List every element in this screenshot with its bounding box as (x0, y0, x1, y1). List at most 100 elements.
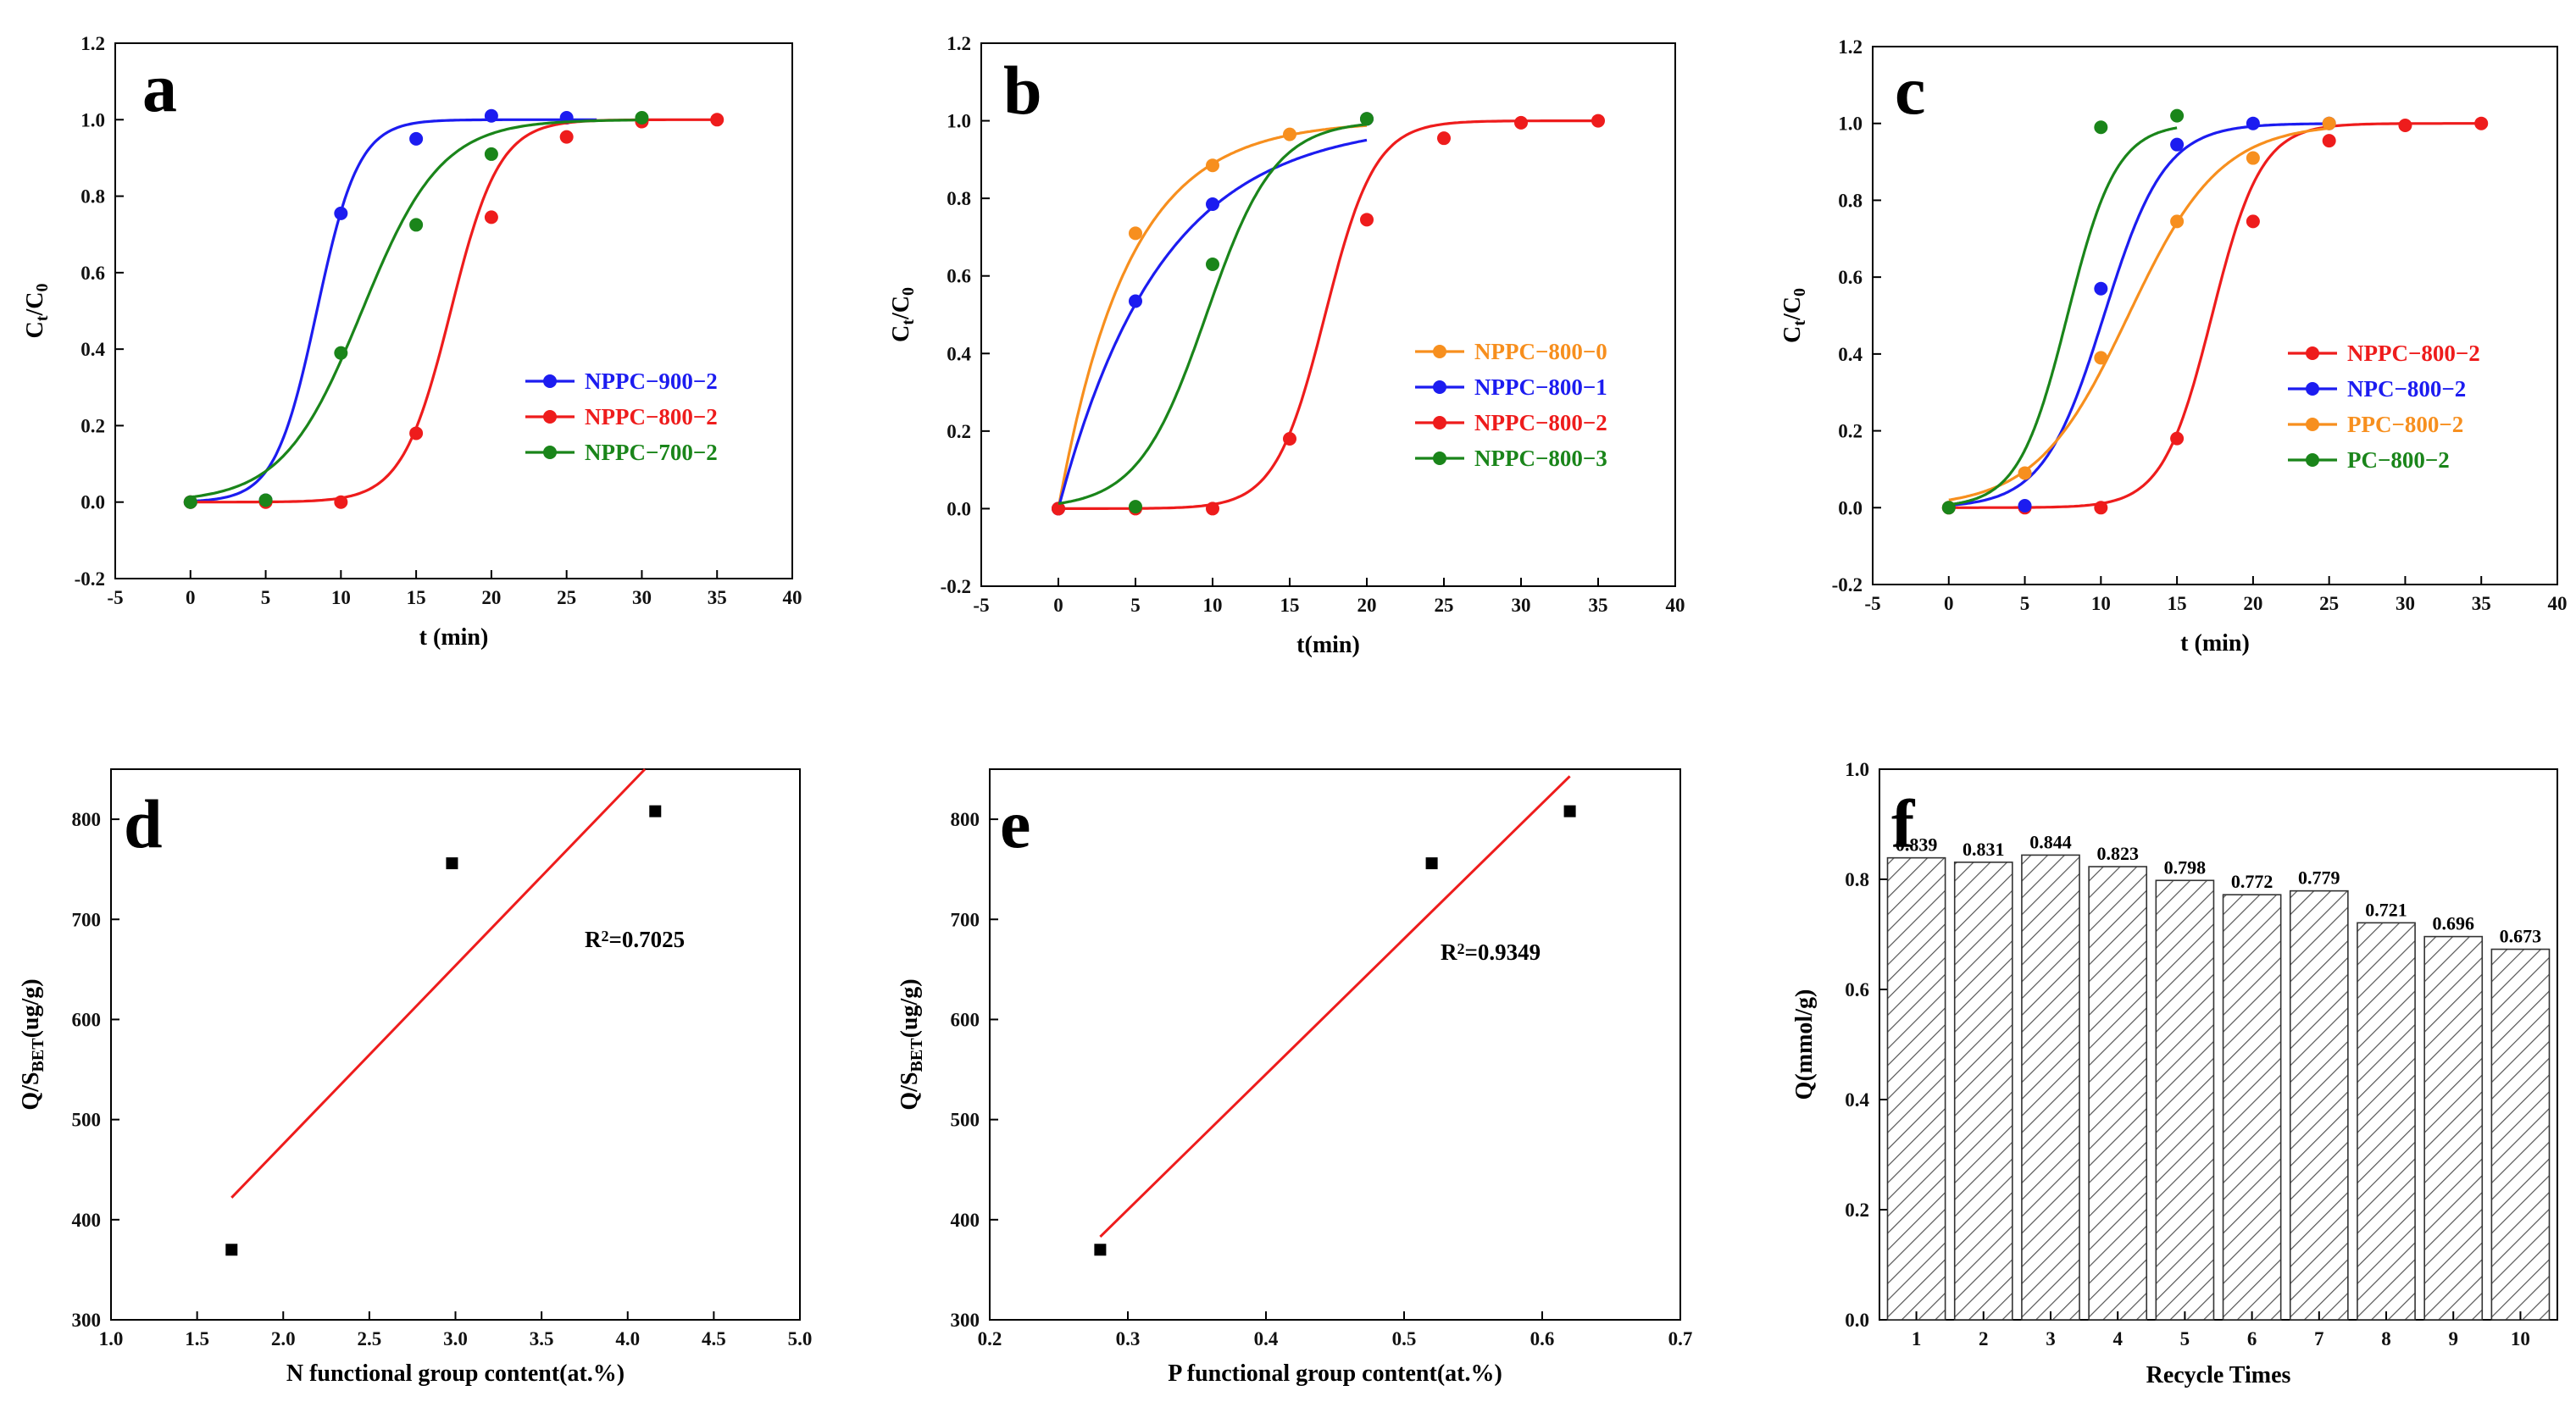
y-title-sub: 0 (899, 287, 918, 296)
legend-marker (1433, 452, 1446, 465)
x-tick-label: 10 (331, 587, 351, 608)
x-axis-title: N functional group content(at.%) (286, 1360, 625, 1387)
r-squared-label: R2=0.9349 (1441, 939, 1541, 965)
legend-marker (543, 374, 557, 388)
y-tick-label: -0.2 (1832, 574, 1863, 596)
x-tick-label: 40 (783, 587, 802, 608)
legend-marker (2306, 418, 2319, 431)
y-tick-label: 1.0 (1845, 759, 1869, 780)
y-tick-label: 0.0 (80, 492, 105, 513)
x-tick-label: 1.5 (185, 1328, 209, 1349)
panel-d-n-content-correlation-chart: 1.0 1.5 2.0 2.5 3.0 3.5 4.0 4.5 5.0 300 400 500 600 7… (18, 767, 812, 1387)
data-point-orange (2094, 351, 2108, 365)
data-point-orange (2170, 214, 2185, 229)
y-tick-label: 0.4 (947, 343, 971, 364)
x-tick-label: 0.4 (1254, 1328, 1279, 1349)
data-point-square (225, 1244, 238, 1256)
y-tick-label: 300 (951, 1310, 980, 1331)
y-title-mid: /C (1779, 296, 1806, 321)
fit-curve-blue (1948, 122, 2329, 507)
data-point-red (2246, 214, 2260, 229)
x-tick-label: 5 (1130, 595, 1141, 616)
bar (2021, 854, 2080, 1321)
legend-label: NPPC−800−2 (585, 404, 718, 429)
data-point-blue (2246, 116, 2260, 130)
data-point-green (484, 147, 498, 161)
bar (2357, 922, 2416, 1321)
x-axis-title: P functional group content(at.%) (1168, 1360, 1502, 1387)
data-point-green (183, 495, 197, 509)
panel-a-breakthrough-chart: -5 0 5 10 15 20 25 30 35 40 -0.2 0.0 0.2 0.4 0.6 0.8 1.0… (22, 33, 802, 651)
legend-label: NPC−800−2 (2347, 376, 2466, 402)
bar-value-label: 0.844 (2029, 831, 2072, 852)
y-tick-label: 0.6 (1845, 979, 1869, 1000)
data-point-red (2474, 116, 2489, 130)
fit-curve-blue (190, 118, 597, 503)
data-point-blue (409, 131, 424, 146)
x-tick-label: 0 (186, 587, 196, 608)
legend-marker (2306, 453, 2319, 467)
legend-label: NPPC−800−3 (1474, 446, 1607, 471)
y-title-sub: t (1790, 320, 1809, 326)
y-tick-label: 300 (72, 1310, 102, 1331)
plot-frame (114, 42, 793, 579)
r2-value: =0.9349 (1465, 939, 1541, 965)
legend-marker (2306, 382, 2319, 396)
x-tick-label: 20 (481, 587, 501, 608)
data-point-green (1360, 112, 1374, 126)
r2-prefix: R (1441, 939, 1457, 965)
y-tick-label: 0.8 (80, 186, 105, 208)
x-tick-label: 20 (1357, 595, 1377, 616)
data-point-green (2170, 108, 2185, 123)
y-tick-label: 0.4 (1838, 344, 1863, 365)
x-tick-label: 0.6 (1530, 1328, 1555, 1349)
legend-label: NPPC−800−1 (1474, 374, 1607, 400)
data-point-red (1437, 131, 1451, 146)
y-tick-label: 0.0 (947, 498, 971, 519)
r2-value: =0.7025 (609, 927, 686, 952)
data-point-square (649, 805, 662, 817)
data-point-red (710, 113, 724, 127)
legend-label: PC−800−2 (2347, 447, 2450, 473)
data-point-green (334, 346, 348, 360)
x-tick-label: 10 (2091, 593, 2111, 614)
data-point-blue (334, 206, 348, 220)
x-tick-label: 10 (2511, 1328, 2530, 1349)
y-axis-title: Ct/C0 (1779, 288, 1809, 343)
legend-label: NPPC−800−2 (1474, 410, 1607, 435)
x-tick-label: 0.3 (1116, 1328, 1141, 1349)
fit-line (1099, 775, 1571, 1238)
panel-c-breakthrough-chart: -5 0 5 10 15 20 25 30 35 40 -0.2 0.0 0.2 0.4 0.6 0.8 1.0… (1779, 36, 2568, 657)
data-point-orange (2322, 116, 2336, 130)
data-point-blue (1206, 197, 1219, 212)
y-axis-title: Q/SBET(ug/g) (18, 978, 47, 1110)
bar-value-label: 0.839 (1896, 834, 1938, 856)
x-tick-label: 0.5 (1392, 1328, 1417, 1349)
panel-f-recycle-bar-chart: 0.0 0.2 0.4 0.6 0.8 1.0 0.839 1 0.831 2 0.844 3 0.82… (1791, 759, 2558, 1388)
fit-curve-green (1058, 123, 1368, 505)
panel-letter: c (1895, 52, 1925, 129)
fit-curve-red (1058, 119, 1598, 510)
legend-marker (543, 410, 557, 424)
y-tick-label: 0.2 (947, 421, 971, 442)
x-tick-label: 3.0 (443, 1328, 468, 1349)
data-point-orange (1206, 158, 1219, 173)
x-tick-label: 0 (1053, 595, 1063, 616)
r-squared-label: R2=0.7025 (585, 927, 685, 952)
x-axis-title: t (min) (2180, 630, 2250, 657)
x-tick-label: 3 (2046, 1328, 2056, 1349)
r2-superscript: 2 (602, 928, 609, 945)
y-tick-label: 600 (72, 1009, 102, 1030)
data-point-orange (2246, 151, 2260, 165)
y-title-sub: BET (908, 1038, 926, 1072)
plot-frame (980, 42, 1676, 587)
y-tick-label: 0.0 (1845, 1310, 1869, 1331)
y-tick-label: 0.2 (1838, 421, 1863, 442)
y-tick-label: 0.8 (1838, 190, 1863, 211)
y-tick-label: 0.4 (1845, 1089, 1869, 1111)
y-tick-label: 400 (72, 1210, 102, 1231)
data-point-red (1360, 213, 1374, 227)
data-point-green (258, 493, 273, 507)
x-tick-label: 5 (2180, 1328, 2190, 1349)
data-point-red (2170, 431, 2185, 446)
